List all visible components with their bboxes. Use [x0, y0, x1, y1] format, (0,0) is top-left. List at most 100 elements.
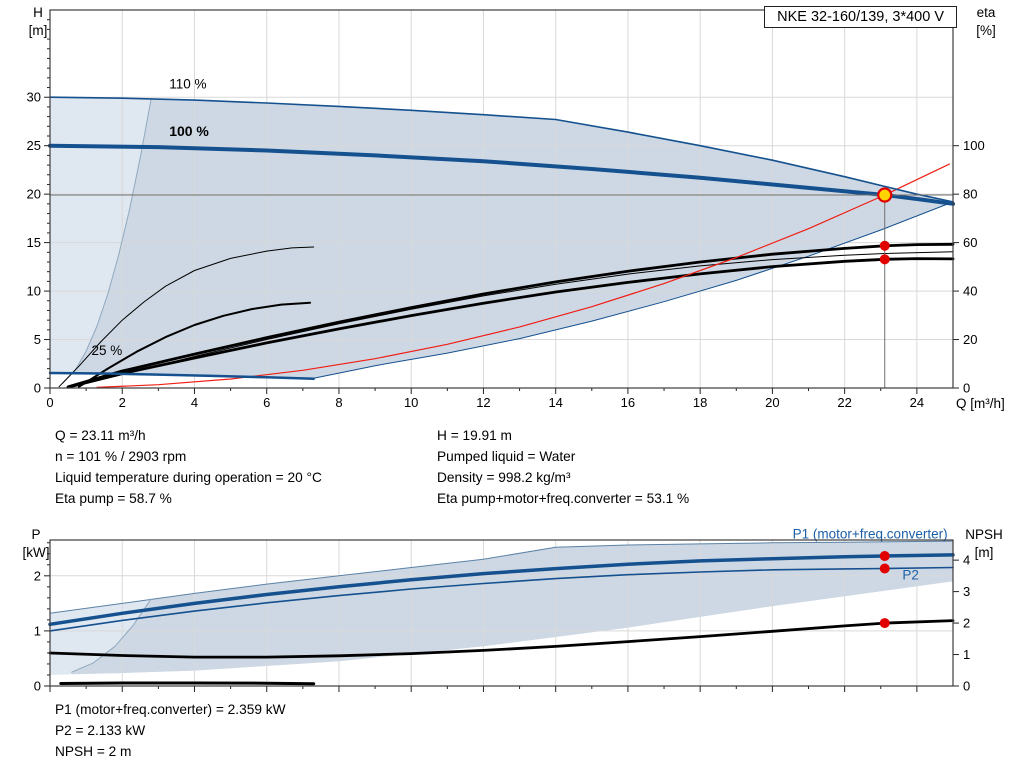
gridlines [50, 10, 953, 388]
eta-curve-low-arc [77, 301, 312, 388]
npsh-axis-title: NPSH [m] [954, 526, 1014, 562]
info-line-p2: P2 = 2.133 kW [55, 723, 146, 738]
svg-text:10: 10 [27, 284, 41, 299]
info-line-npsh: NPSH = 2 m [55, 744, 132, 759]
hq-curve-chart: 110 %100 %25 %0 2 4 6 8 10 12 14 16 18 20 22 2405101… [27, 9, 985, 410]
curve-label: P1 (motor+freq.converter) [793, 526, 948, 541]
power-curve-25pct [59, 681, 316, 686]
curve-label: 110 % [169, 77, 206, 92]
svg-text:60: 60 [963, 235, 977, 250]
axis-name: P [31, 527, 41, 542]
svg-text:0: 0 [34, 679, 41, 694]
svg-text:2: 2 [963, 616, 970, 631]
axis-unit: [m] [974, 545, 994, 560]
eta-curve-25pct [58, 246, 315, 388]
svg-text:100: 100 [963, 138, 985, 153]
npsh-curve [48, 619, 955, 659]
svg-text:12: 12 [476, 395, 490, 410]
max-flow-boundary [313, 201, 954, 379]
h-axis-title: H [m] [20, 4, 56, 40]
svg-text:1: 1 [963, 647, 970, 662]
info-line-eta-pump: Eta pump = 58.7 % [55, 491, 172, 506]
info-line-density: Density = 998.2 kg/m³ [437, 470, 571, 485]
duty-info-right: H = 19.91 m Pumped liquid = Water Densit… [437, 425, 689, 509]
duty-dot-p1 [879, 551, 890, 562]
svg-text:40: 40 [963, 284, 977, 299]
info-line-speed: n = 101 % / 2903 rpm [55, 449, 187, 464]
info-line-eta-total: Eta pump+motor+freq.converter = 53.1 % [437, 491, 690, 506]
info-line-q: Q = 23.11 m³/h [55, 428, 146, 443]
axis-name: H [33, 5, 43, 20]
axis-name: NPSH [965, 527, 1003, 542]
svg-text:2: 2 [34, 568, 41, 583]
speed-envelope-inner [73, 99, 953, 379]
svg-text:14: 14 [548, 395, 562, 410]
info-line-head: H = 19.91 m [437, 428, 512, 443]
svg-text:80: 80 [963, 187, 977, 202]
info-line-liquid: Pumped liquid = Water [437, 449, 576, 464]
svg-text:30: 30 [27, 90, 41, 105]
operating-point[interactable] [877, 187, 893, 203]
min-flow-boundary [62, 98, 152, 384]
duty-info-left: Q = 23.11 m³/h n = 101 % / 2903 rpm Liqu… [55, 425, 322, 509]
duty-dot-p2 [879, 563, 890, 574]
svg-text:0: 0 [963, 381, 970, 396]
curve-label: P2 [902, 568, 919, 583]
axis-ticks [44, 19, 959, 394]
power-info: P1 (motor+freq.converter) = 2.359 kW P2 … [55, 699, 286, 762]
duty-dot-eta-total [879, 254, 890, 265]
min-flow-power-boundary [71, 598, 152, 673]
svg-text:25: 25 [27, 138, 41, 153]
q-axis-title: Q [m³/h] [956, 396, 1005, 411]
svg-text:24: 24 [910, 395, 924, 410]
axis-unit: [m] [28, 23, 48, 38]
svg-text:0: 0 [34, 381, 41, 396]
curve-110pct [49, 96, 954, 203]
svg-text:10: 10 [404, 395, 418, 410]
svg-text:0: 0 [963, 679, 970, 694]
power-npsh-chart: P1 (motor+freq.converter) P2 0 1 2 0 1 2 3 4 [34, 526, 970, 693]
svg-text:20: 20 [27, 187, 41, 202]
duty-dot-eta-pump [879, 240, 890, 251]
svg-text:8: 8 [335, 395, 342, 410]
axis-unit: [kW] [22, 545, 50, 560]
system-curve [96, 163, 951, 388]
power-envelope-top-line [49, 540, 954, 614]
info-line-p1: P1 (motor+freq.converter) = 2.359 kW [55, 702, 286, 717]
info-line-temperature: Liquid temperature during operation = 20… [55, 470, 322, 485]
duty-dot-npsh [879, 618, 890, 629]
svg-text:15: 15 [27, 235, 41, 250]
eta-curve-thin-mid [71, 251, 954, 388]
p1-curve [48, 553, 955, 627]
svg-text:0: 0 [46, 395, 53, 410]
svg-text:20: 20 [765, 395, 779, 410]
axis-unit: [%] [976, 23, 996, 38]
eta-axis-title: eta [%] [962, 4, 1010, 40]
eta-total-curve [66, 257, 955, 389]
eta-pump-curve [66, 242, 955, 389]
power-envelope-inner [71, 541, 953, 675]
p2-curve [49, 566, 954, 632]
svg-text:3: 3 [963, 584, 970, 599]
svg-text:1: 1 [34, 623, 41, 638]
crosshair [50, 194, 953, 388]
tick-labels: 0 2 4 6 8 10 12 14 16 18 20 22 240510152025300204060… [27, 90, 985, 410]
svg-text:4: 4 [191, 395, 198, 410]
pump-title-box: NKE 32-160/139, 3*400 V [764, 6, 957, 28]
svg-text:18: 18 [693, 395, 707, 410]
svg-text:22: 22 [837, 395, 851, 410]
svg-text:6: 6 [263, 395, 270, 410]
svg-text:5: 5 [34, 332, 41, 347]
curve-label: 100 % [169, 123, 209, 139]
svg-text:2: 2 [119, 395, 126, 410]
svg-text:16: 16 [621, 395, 635, 410]
axis-name: eta [976, 5, 996, 20]
curve-label: 25 % [92, 343, 123, 358]
p-axis-title: P [kW] [14, 526, 58, 562]
svg-text:4: 4 [963, 553, 970, 568]
curve-25pct [48, 371, 315, 381]
svg-text:20: 20 [963, 332, 977, 347]
tick-labels: 0 1 2 0 1 2 3 4 [34, 553, 970, 694]
